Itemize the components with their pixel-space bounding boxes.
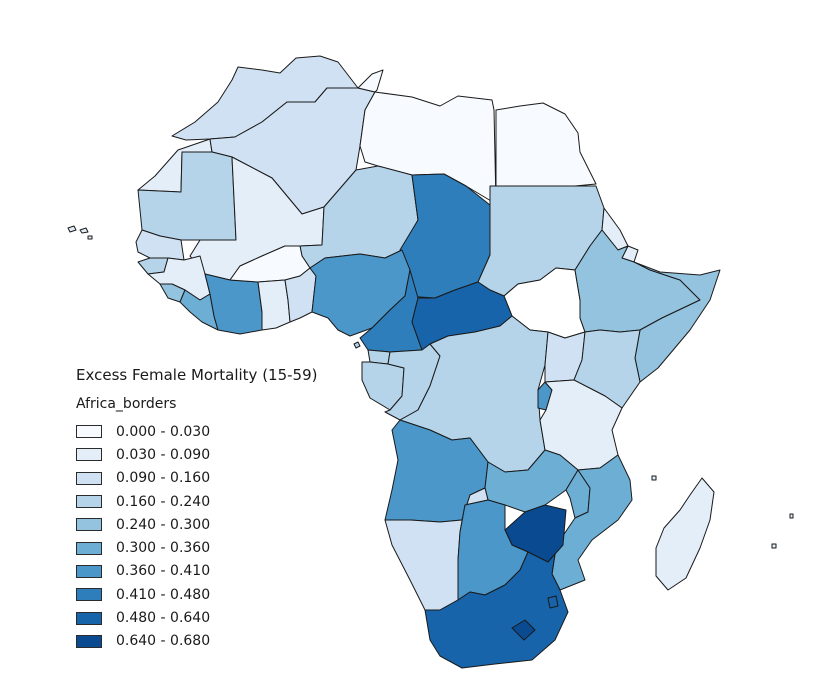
legend-layer-name: Africa_borders (76, 396, 177, 412)
legend-item: 0.300 - 0.360 (76, 536, 317, 559)
cape-verde (87, 235, 93, 240)
region-lesotho[interactable] (511, 619, 536, 641)
legend-list: 0.000 - 0.030 0.030 - 0.090 0.090 - 0.160 0… (76, 420, 317, 653)
legend-item: 0.360 - 0.410 (76, 560, 317, 583)
canary-islands (67, 225, 89, 234)
region-south-africa[interactable] (424, 551, 569, 669)
legend-item: 0.410 - 0.480 (76, 583, 317, 606)
legend-item: 0.000 - 0.030 (76, 420, 317, 443)
regions-layer (135, 55, 721, 669)
legend-label: 0.640 - 0.680 (116, 633, 211, 650)
legend-swatch (76, 518, 102, 532)
legend-label: 0.160 - 0.240 (116, 493, 211, 510)
region-mauritania[interactable] (137, 151, 237, 241)
legend-swatch (76, 611, 102, 625)
reunion (771, 543, 777, 549)
legend-label: 0.030 - 0.090 (116, 446, 211, 463)
legend-label: 0.240 - 0.300 (116, 516, 211, 533)
legend-label: 0.090 - 0.160 (116, 470, 211, 487)
legend-label: 0.300 - 0.360 (116, 540, 211, 557)
legend-title: Excess Female Mortality (15-59) (76, 366, 318, 384)
legend-item: 0.160 - 0.240 (76, 490, 317, 513)
legend-label: 0.410 - 0.480 (116, 586, 211, 603)
legend-swatch (76, 495, 102, 509)
mauritius (789, 513, 794, 519)
islands-layer (67, 225, 794, 549)
comoros (651, 475, 657, 481)
legend-swatch (76, 564, 102, 578)
region-madagascar[interactable] (655, 477, 715, 591)
region-egypt[interactable] (495, 102, 597, 187)
legend-item: 0.030 - 0.090 (76, 443, 317, 466)
region-eswatini[interactable] (547, 595, 559, 609)
legend-swatch (76, 425, 102, 439)
legend-item: 0.640 - 0.680 (76, 630, 317, 653)
legend-swatch (76, 634, 102, 648)
region-mozambique[interactable] (551, 454, 633, 591)
legend-item: 0.240 - 0.300 (76, 513, 317, 536)
legend-swatch (76, 588, 102, 602)
legend-label: 0.480 - 0.640 (116, 610, 211, 627)
legend-item: 0.480 - 0.640 (76, 606, 317, 629)
legend-swatch (76, 541, 102, 555)
region-tunisia[interactable] (357, 69, 384, 93)
legend-swatch (76, 448, 102, 462)
legend-label: 0.360 - 0.410 (116, 563, 211, 580)
region-ghana[interactable] (257, 279, 291, 331)
bioko (353, 341, 361, 349)
legend-swatch (76, 471, 102, 485)
legend-label: 0.000 - 0.030 (116, 423, 211, 440)
map-legend: Excess Female Mortality (15-59) Africa_b… (76, 366, 317, 653)
legend-item: 0.090 - 0.160 (76, 467, 317, 490)
